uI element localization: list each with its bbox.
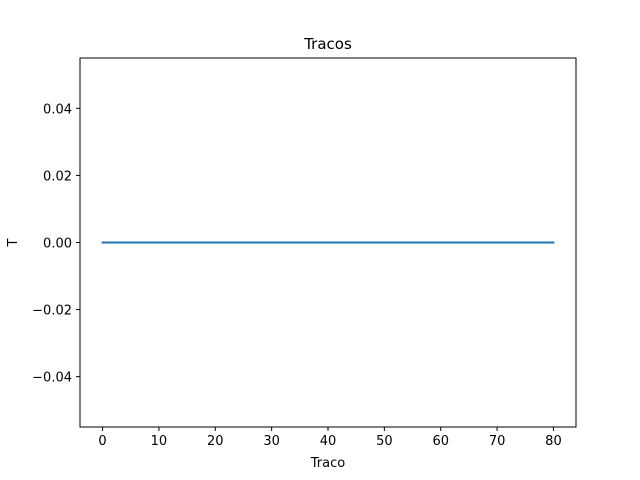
y-tick-label: −0.02: [32, 304, 72, 319]
y-tick-label: 0.00: [43, 237, 72, 252]
x-tick-label: 50: [376, 434, 393, 449]
x-axis-label: Traco: [310, 456, 345, 471]
x-tick-label: 70: [489, 434, 506, 449]
y-axis-label: T: [6, 238, 21, 247]
x-axis-ticks: 0 10 20 30 40 50 60 70 80: [98, 427, 562, 449]
y-tick-label: 0.04: [43, 102, 72, 117]
y-axis-ticks: 0.04 0.02 0.00 −0.02 −0.04: [32, 102, 80, 386]
x-tick-label: 40: [320, 434, 337, 449]
chart-title: Tracos: [303, 35, 352, 53]
x-tick-label: 80: [545, 434, 562, 449]
x-tick-label: 0: [98, 434, 106, 449]
x-tick-label: 60: [432, 434, 449, 449]
x-tick-label: 30: [263, 434, 280, 449]
x-tick-label: 20: [207, 434, 224, 449]
x-tick-label: 10: [151, 434, 168, 449]
y-tick-label: 0.02: [43, 169, 72, 184]
y-tick-label: −0.04: [32, 371, 72, 386]
